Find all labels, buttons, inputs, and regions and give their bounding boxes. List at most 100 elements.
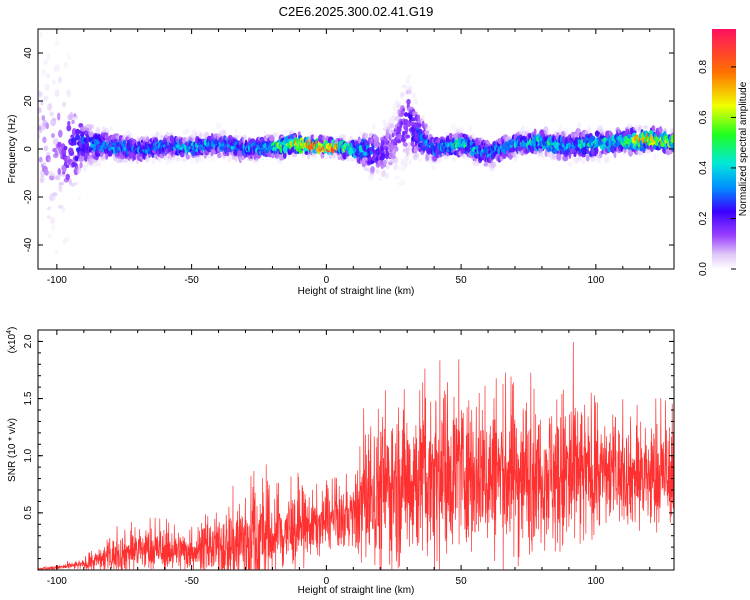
spectrogram-point [525,125,530,132]
spectrogram-point [49,217,56,224]
spectrogram-point [63,145,68,151]
spectrogram-point [333,152,337,157]
spectrogram-point [533,128,537,137]
spectrogram-point [68,147,74,154]
spectrogram-point [386,164,390,170]
spectrogram-point [255,157,260,164]
spectrogram-point [451,124,456,131]
spectrogram-point [233,134,240,140]
spectrogram-point [234,155,238,163]
spectrogram-point [581,156,586,165]
x-tick-label: -100 [47,576,67,587]
spectrogram-point [444,131,450,136]
spectrogram-point [418,157,422,163]
x-tick-label: 50 [456,576,468,587]
spectrogram-point [77,197,82,201]
spectrogram-point [151,133,157,138]
spectrogram-point [405,149,409,157]
spectrogram-point [394,157,399,163]
spectrogram-point [375,169,380,174]
y-tick-label: 0.5 [23,505,34,519]
spectrogram-point [671,134,674,143]
spectrogram-point [362,132,369,140]
spectrogram-point [63,61,69,69]
spectrogram-point [383,159,388,165]
spectrogram-point [263,142,267,150]
colorbar-ticks: 0.0 0.2 0.4 0.6 0.8 [698,60,736,276]
spectrogram-point [371,149,377,154]
spectrogram-point [54,249,59,255]
spectrogram-point [82,164,87,173]
spectrogram-point [406,85,413,90]
y-tick-label: 1.5 [23,391,34,405]
spectrogram-point [396,139,402,144]
spectrogram-point [157,157,162,164]
spectrogram-point [185,128,190,134]
spectrogram-point [458,127,464,135]
spectrogram-point [190,156,195,165]
spectrogram-point [69,112,74,120]
x-tick-label: 0 [324,275,330,286]
spectrogram-point [159,135,164,139]
spectrogram-point [79,161,83,169]
snr-line [38,341,674,570]
spectrogram-point [44,169,49,176]
spectrogram-point [67,120,71,127]
spectrogram-point [62,101,67,108]
x-tick-label: 0 [324,576,330,587]
spectrogram-point [43,95,49,101]
spectrogram-point [307,152,311,160]
spectrogram-point [407,142,411,147]
spectrogram-point [74,181,79,186]
spectrogram-point [40,99,44,106]
spectrogram-point [42,136,47,144]
spectrogram-point [44,83,50,91]
spectrogram-point [638,124,642,132]
y-tick-label: 2.0 [23,334,34,348]
spectrogram-point [478,137,484,141]
snr-scale-label: (x104) [6,327,18,354]
spectrogram-point [198,154,204,162]
spectrogram-point [585,154,590,162]
spectrogram-point [556,153,562,161]
spectrogram-point [58,129,63,138]
spectrogram-point [52,192,58,197]
spectrogram-point [151,158,156,165]
x-tick-label: -50 [184,576,199,587]
spectrogram-ticks: -100 -50 0 50 100 -40 -20 0 20 40 [23,29,674,286]
spectrogram-point [642,125,649,130]
spectrogram-point [100,156,107,161]
spectrogram-point [421,114,426,120]
spectrogram-point [382,120,387,124]
spectrogram-point [185,154,190,160]
spectrogram-point [75,128,81,136]
spectrogram-point [346,157,350,162]
spectrogram-point [54,89,60,97]
spectrogram-point [73,113,77,118]
spectrogram-point [383,163,387,168]
snr-scale-base: (x10 [7,333,18,353]
spectrogram-point [414,153,420,158]
spectrogram-point [403,156,409,162]
spectrogram-point [234,128,238,134]
spectrogram-point [400,92,405,97]
spectrogram-point [268,134,275,142]
spectrogram-point [43,59,49,66]
spectrogram-point [109,126,114,131]
spectrogram-point [400,179,406,186]
spectrogram-points [38,31,674,269]
spectrogram-point [57,112,61,121]
spectrogram-point [576,121,582,129]
spectrogram-point [287,153,291,161]
spectrogram-point [66,89,71,98]
spectrogram-point [41,68,46,77]
spectrogram-point [57,168,62,176]
spectrogram-point [486,140,490,145]
spectrogram-point [613,151,617,159]
spectrogram-point [217,152,222,159]
x-tick-label: 50 [456,275,468,286]
spectrogram-point [41,115,46,121]
x-tick-label: -100 [47,275,67,286]
spectrogram-point [51,194,56,201]
spectrogram-point [392,111,396,119]
